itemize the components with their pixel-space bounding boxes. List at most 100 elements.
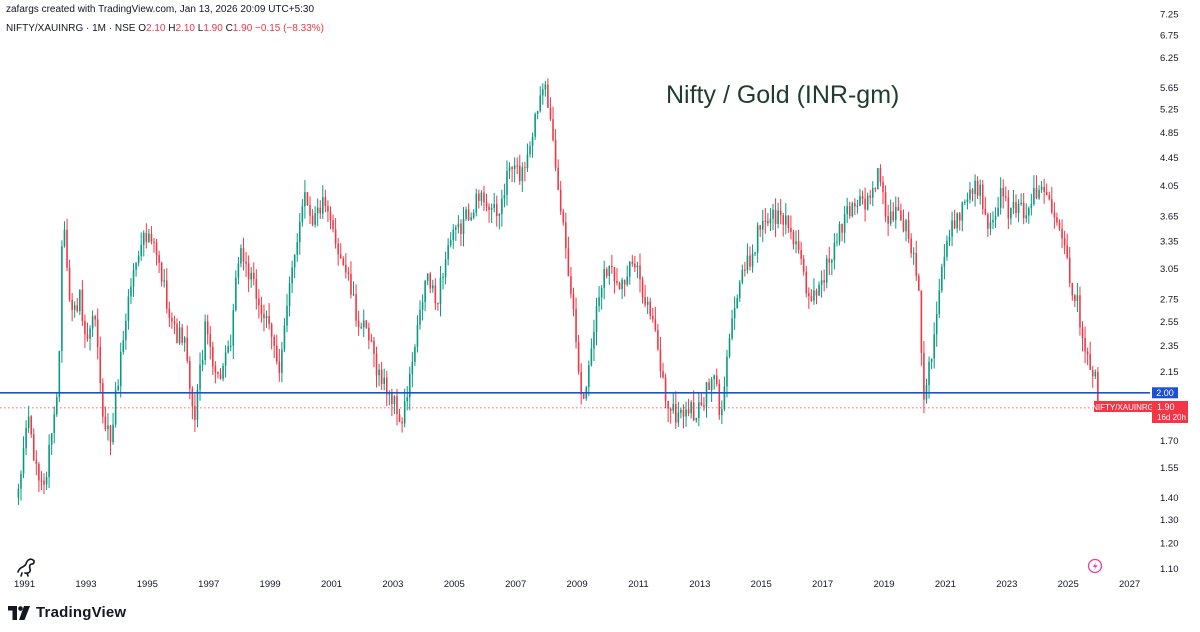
candle [649, 297, 652, 320]
candle [421, 294, 424, 321]
symbol-price-tag: NIFTY/XAUINRG [1092, 403, 1154, 412]
candle [961, 201, 964, 232]
candle [63, 221, 66, 248]
candle [460, 219, 462, 247]
candle [467, 203, 470, 222]
candle [631, 254, 634, 267]
candle [501, 189, 503, 227]
candle [567, 236, 570, 277]
candle [173, 315, 176, 335]
symbol-ohlc-line: NIFTY/XAUINRG · 1M · NSE O2.10 H2.10 L1.… [6, 23, 324, 34]
candle [288, 276, 291, 317]
candle [744, 261, 746, 277]
candle [275, 334, 278, 365]
candle [442, 272, 444, 290]
candle [35, 450, 38, 476]
candle [281, 341, 283, 383]
candle [692, 390, 695, 422]
candle [58, 350, 61, 402]
candle [1025, 203, 1028, 223]
candle [434, 278, 437, 310]
time-tick-label: 2013 [689, 579, 710, 590]
candle [383, 368, 385, 391]
candle [485, 193, 488, 212]
candle [378, 363, 380, 387]
time-axis[interactable]: 1991 1993 1995 1997 1999 2001 2003 2005 2007 2009… [14, 579, 1140, 590]
candle [137, 250, 140, 267]
candle [547, 78, 549, 109]
tradingview-logo[interactable]: TradingView [8, 604, 126, 621]
candle [452, 224, 455, 249]
candle [779, 198, 782, 225]
candle [155, 238, 158, 266]
candle [424, 279, 426, 312]
candle [600, 285, 603, 310]
candle [790, 215, 792, 240]
candle [946, 235, 948, 261]
candle [641, 276, 644, 304]
candle [1043, 178, 1045, 204]
candle [552, 106, 554, 142]
candle [286, 294, 288, 333]
candle [659, 336, 662, 378]
candle [736, 294, 738, 309]
candle [879, 164, 882, 187]
candle [611, 254, 613, 274]
price-chart[interactable]: 7.25 6.75 6.25 5.65 5.25 4.85 4.45 4.05 3.65 3.35… [0, 0, 1200, 596]
candle [1076, 282, 1079, 313]
candle [721, 400, 723, 425]
candle [565, 212, 567, 259]
candle [229, 334, 232, 352]
candle [191, 386, 194, 420]
candle [1094, 369, 1097, 380]
candle [206, 314, 209, 345]
candle [575, 297, 577, 349]
candle [813, 278, 815, 305]
candle [882, 176, 884, 205]
low-label: L [197, 23, 204, 34]
close-value: 1.90 [232, 23, 253, 34]
price-tick-label: 3.65 [1160, 211, 1179, 222]
tradingview-logo-text: TradingView [36, 604, 127, 621]
candle [365, 319, 368, 329]
candle [902, 209, 905, 233]
candle [718, 379, 721, 420]
candle [508, 162, 511, 180]
time-tick-label: 1991 [14, 579, 35, 590]
candle [375, 346, 378, 388]
time-tick-label: 1999 [260, 579, 281, 590]
candle [217, 371, 219, 379]
candle [240, 244, 242, 268]
candle [472, 209, 475, 220]
candle [805, 265, 808, 298]
candle [536, 110, 539, 120]
candle [956, 212, 958, 233]
candle [373, 336, 375, 368]
candle [971, 187, 974, 202]
candle [976, 176, 979, 200]
candle [160, 261, 163, 287]
candle [907, 211, 910, 244]
lightning-badge-icon[interactable] [1087, 558, 1103, 574]
candle [841, 223, 843, 242]
candle [797, 229, 800, 254]
candle [846, 197, 848, 224]
price-tick-label: 1.20 [1160, 539, 1179, 550]
dino-icon[interactable] [17, 558, 35, 577]
candle [741, 264, 744, 285]
price-tick-label: 5.25 [1160, 104, 1179, 115]
candle [657, 323, 659, 351]
candle [20, 470, 22, 501]
candle [426, 273, 429, 286]
symbol-name[interactable]: NIFTY/XAUINRG · 1M · NSE [6, 23, 136, 34]
candle [534, 112, 536, 140]
candle [542, 83, 544, 105]
candle [557, 159, 559, 191]
price-axis[interactable]: 7.25 6.75 6.25 5.65 5.25 4.85 4.45 4.05 3.65 3.35… [1160, 10, 1179, 576]
candle [810, 289, 813, 302]
high-label: H [168, 23, 176, 34]
time-tick-label: 2015 [751, 579, 772, 590]
candle [104, 406, 107, 432]
price-tick-label: 1.10 [1160, 564, 1179, 575]
candle [731, 309, 733, 341]
